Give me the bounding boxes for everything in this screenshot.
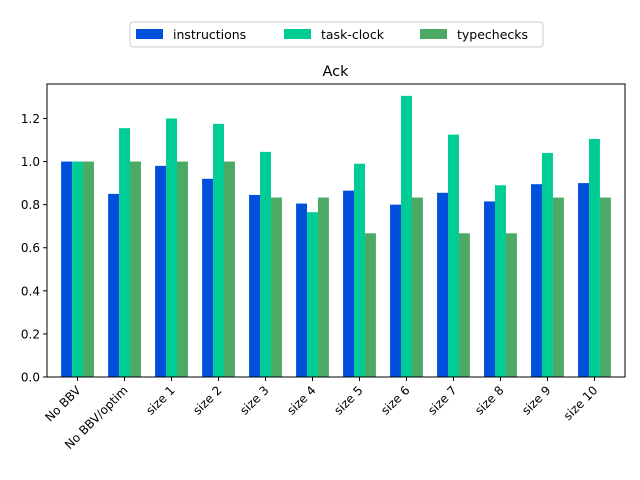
bar-instructions-3: [202, 178, 214, 377]
bar-instructions-9: [484, 201, 495, 377]
bar-typechecks-9: [505, 233, 517, 377]
legend-swatch-instructions: [136, 29, 163, 39]
bar-typechecks-10: [552, 197, 564, 377]
y-tick-label: 0.4: [21, 284, 40, 298]
bar-task-clock-3: [213, 123, 224, 377]
y-tick-label: 0.8: [21, 198, 40, 212]
bar-instructions-4: [249, 194, 261, 377]
bar-task-clock-10: [541, 152, 553, 377]
bar-task-clock-7: [401, 95, 412, 377]
bar-task-clock-0: [72, 161, 84, 377]
axes-frame: [46, 83, 626, 378]
y-tick-label: 0.0: [21, 371, 40, 385]
bar-task-clock-5: [307, 212, 318, 377]
bar-instructions-8: [437, 192, 449, 377]
bar-instructions-2: [155, 165, 167, 377]
bar-typechecks-3: [223, 161, 235, 377]
y-axis: 0.0 0.2 0.4 0.6 0.8 1.0 1.2: [21, 112, 47, 385]
bar-instructions-5: [296, 203, 308, 377]
bars-group: [61, 95, 611, 377]
legend-box: [129, 21, 544, 48]
legend-swatch-task-clock: [284, 29, 311, 39]
bar-typechecks-5: [317, 197, 329, 377]
bar-task-clock-8: [448, 134, 459, 377]
bar-task-clock-2: [166, 118, 177, 377]
y-tick-label: 0.2: [21, 327, 40, 341]
bar-instructions-10: [531, 184, 542, 377]
chart-title: Ack: [322, 64, 349, 80]
bar-typechecks-2: [177, 161, 188, 377]
bar-task-clock-6: [354, 163, 365, 377]
bar-task-clock-11: [588, 138, 600, 377]
legend-label-task-clock: task-clock: [321, 27, 385, 42]
y-tick-label: 0.6: [21, 241, 40, 255]
bar-typechecks-11: [599, 197, 611, 377]
bar-task-clock-9: [495, 185, 506, 377]
legend: instructions task-clock typechecks: [129, 21, 544, 48]
bar-typechecks-7: [411, 197, 423, 377]
bar-typechecks-8: [458, 233, 470, 377]
y-tick-label: 1.2: [21, 112, 40, 126]
bar-instructions-6: [343, 190, 355, 377]
bar-typechecks-0: [83, 161, 94, 377]
legend-label-typechecks: typechecks: [457, 27, 528, 42]
bar-instructions-1: [108, 193, 120, 377]
legend-label-instructions: instructions: [173, 27, 246, 42]
bar-typechecks-6: [364, 233, 376, 377]
legend-swatch-typechecks: [420, 29, 447, 39]
bar-task-clock-1: [119, 128, 131, 377]
bar-instructions-7: [390, 204, 402, 377]
bar-task-clock-4: [260, 151, 271, 377]
bar-typechecks-4: [270, 197, 282, 377]
bar-typechecks-1: [130, 161, 141, 377]
y-tick-label: 1.0: [21, 155, 40, 169]
bar-instructions-0: [61, 161, 73, 377]
bar-instructions-11: [578, 183, 589, 377]
